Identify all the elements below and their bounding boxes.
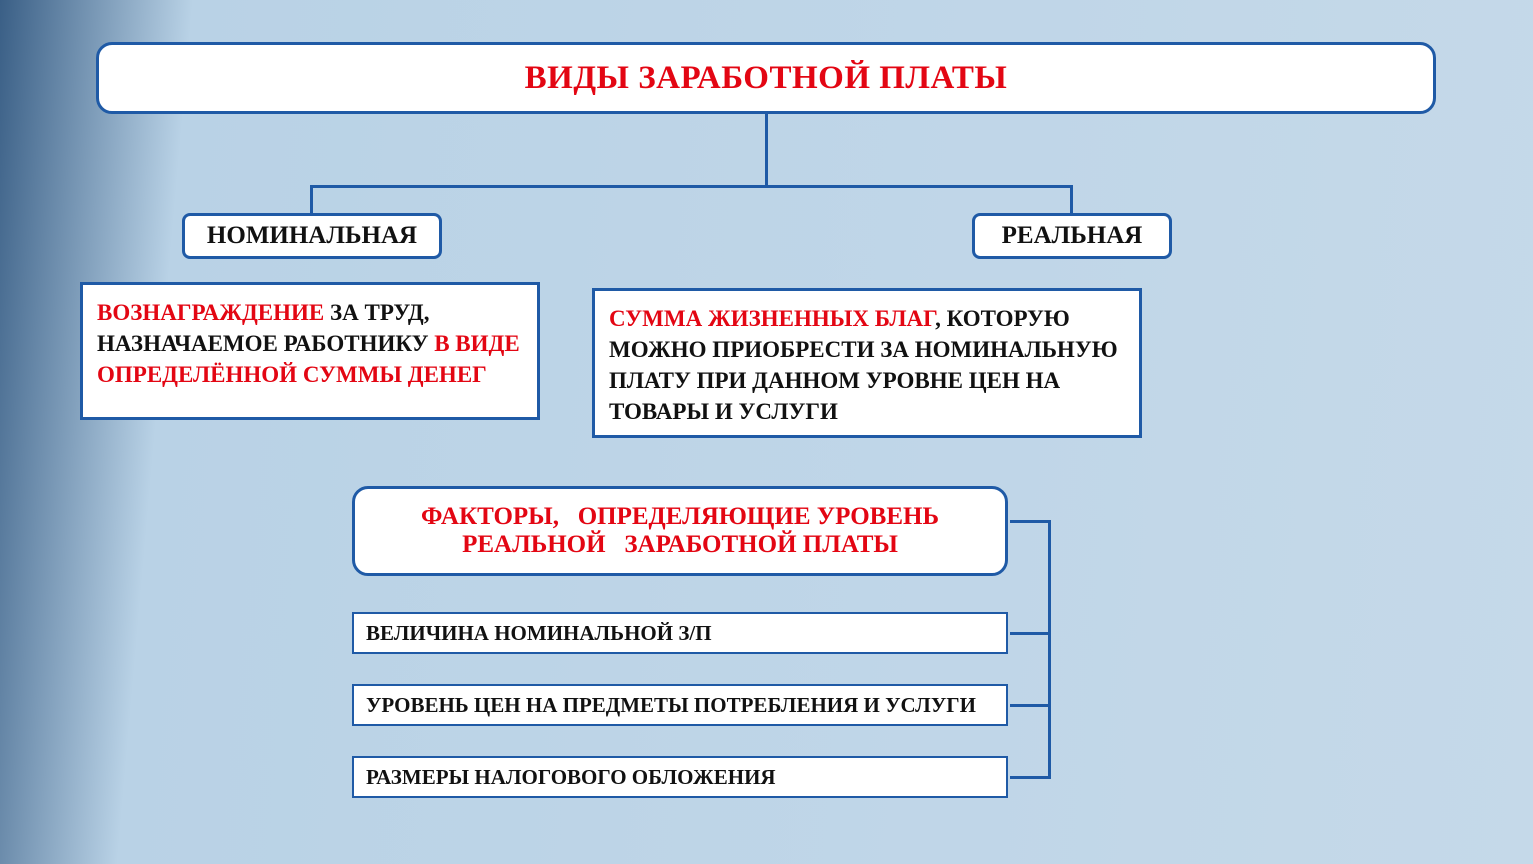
factors-title-line2: РЕАЛЬНОЙ ЗАРАБОТНОЙ ПЛАТЫ — [462, 531, 898, 559]
description-nominal: ВОЗНАГРАЖДЕНИЕ ЗА ТРУД, НАЗНАЧАЕМОЕ РАБО… — [80, 282, 540, 420]
bracket-spine — [1048, 520, 1051, 779]
connector-top-vertical — [765, 114, 768, 188]
factor-item-1-text: УРОВЕНЬ ЦЕН НА ПРЕДМЕТЫ ПОТРЕБЛЕНИЯ И УС… — [366, 693, 976, 718]
connector-right-drop — [1070, 185, 1073, 215]
bracket-stub-3 — [1010, 776, 1051, 779]
bracket-stub-2 — [1010, 704, 1051, 707]
factor-item-0-text: ВЕЛИЧИНА НОМИНАЛЬНОЙ З/П — [366, 621, 712, 646]
factor-item-2: РАЗМЕРЫ НАЛОГОВОГО ОБЛОЖЕНИЯ — [352, 756, 1008, 798]
factors-title-box: ФАКТОРЫ, ОПРЕДЕЛЯЮЩИЕ УРОВЕНЬРЕАЛЬНОЙ ЗА… — [352, 486, 1008, 576]
connector-top-horizontal — [310, 185, 1070, 188]
factor-item-2-text: РАЗМЕРЫ НАЛОГОВОГО ОБЛОЖЕНИЯ — [366, 765, 776, 790]
factor-item-0: ВЕЛИЧИНА НОМИНАЛЬНОЙ З/П — [352, 612, 1008, 654]
bracket-stub-0 — [1010, 520, 1051, 523]
branch-label-nominal-text: НОМИНАЛЬНАЯ — [207, 222, 417, 250]
factors-title-line1: ФАКТОРЫ, ОПРЕДЕЛЯЮЩИЕ УРОВЕНЬ — [421, 503, 939, 531]
branch-label-real-text: РЕАЛЬНАЯ — [1002, 222, 1143, 250]
description-real-span-0: СУММА ЖИЗНЕННЫХ БЛАГ — [609, 306, 935, 331]
connector-left-drop — [310, 185, 313, 215]
description-real: СУММА ЖИЗНЕННЫХ БЛАГ, КОТОРУЮ МОЖНО ПРИО… — [592, 288, 1142, 438]
title-box: ВИДЫ ЗАРАБОТНОЙ ПЛАТЫ — [96, 42, 1436, 114]
bracket-stub-1 — [1010, 632, 1051, 635]
description-nominal-span-0: ВОЗНАГРАЖДЕНИЕ — [97, 300, 324, 325]
branch-label-nominal: НОМИНАЛЬНАЯ — [182, 213, 442, 259]
branch-label-real: РЕАЛЬНАЯ — [972, 213, 1172, 259]
factor-item-1: УРОВЕНЬ ЦЕН НА ПРЕДМЕТЫ ПОТРЕБЛЕНИЯ И УС… — [352, 684, 1008, 726]
title-text: ВИДЫ ЗАРАБОТНОЙ ПЛАТЫ — [525, 60, 1008, 97]
